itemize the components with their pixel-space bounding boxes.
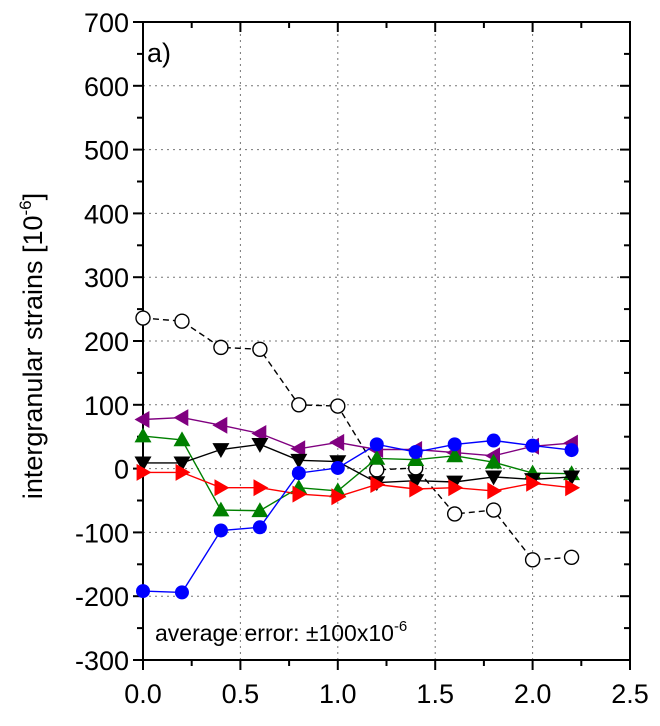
data-point <box>448 479 464 497</box>
data-point <box>212 443 230 458</box>
data-point <box>369 437 384 452</box>
data-point <box>565 479 581 497</box>
series-group <box>134 310 581 600</box>
data-point <box>368 449 386 465</box>
y-tick-label: 200 <box>84 327 129 357</box>
data-point <box>252 341 268 357</box>
panel-label: a) <box>147 38 171 68</box>
x-tick-label: 1.0 <box>319 679 357 709</box>
data-point <box>485 470 503 486</box>
y-tick-label: 100 <box>84 391 129 421</box>
data-point <box>329 433 345 451</box>
data-point <box>214 479 230 497</box>
data-point <box>134 456 152 472</box>
data-point <box>487 482 503 500</box>
data-point <box>369 462 385 478</box>
tick-labels: -300 -200 -100 0 100 200 300 400 500 600 700 0.0 0.5… <box>75 8 649 709</box>
data-point <box>174 585 189 600</box>
data-point <box>212 501 230 517</box>
series-open-circle <box>135 310 580 568</box>
data-point <box>290 453 308 469</box>
x-tick-label: 2.5 <box>611 679 649 709</box>
data-point <box>174 313 190 329</box>
data-point <box>526 474 542 492</box>
annotation-text: average error: ±100x10 <box>155 620 394 646</box>
data-point <box>564 443 579 458</box>
data-point <box>173 409 189 427</box>
data-point <box>251 425 267 442</box>
y-axis-title: intergranular strains [10-6] <box>16 193 48 499</box>
data-point <box>135 310 151 326</box>
data-point <box>253 479 269 497</box>
data-point <box>291 397 307 413</box>
data-point <box>134 427 152 443</box>
data-point <box>524 552 541 568</box>
series-filled-circle <box>136 433 579 600</box>
data-point <box>407 474 425 490</box>
series-line <box>143 471 572 498</box>
data-point <box>175 463 191 481</box>
data-point <box>563 549 580 565</box>
data-point <box>292 485 308 503</box>
y-tick-label: 400 <box>84 199 129 229</box>
y-tick-label: -100 <box>75 518 129 548</box>
x-tick-label: 0.0 <box>124 679 162 709</box>
data-point <box>485 453 503 469</box>
series-line <box>142 439 572 594</box>
data-point <box>330 460 345 475</box>
data-point <box>252 520 267 535</box>
series-line <box>142 416 572 457</box>
data-point <box>213 523 228 538</box>
data-point <box>173 431 191 447</box>
y-axis-title-text: intergranular strains [10 <box>18 215 48 499</box>
y-tick-label: 500 <box>84 136 129 166</box>
series-triangle-right <box>136 463 581 506</box>
data-point <box>212 416 228 434</box>
x-tick-label: 1.5 <box>416 679 454 709</box>
data-point <box>446 506 463 522</box>
data-point <box>251 502 269 518</box>
y-axis-title-exponent: -6 <box>16 200 35 215</box>
data-point <box>370 476 386 493</box>
average-error-annotation: average error: ±100x10-6 <box>155 618 407 646</box>
grid <box>143 22 630 660</box>
data-point <box>290 440 306 458</box>
series-line <box>142 317 572 561</box>
data-point <box>173 456 191 472</box>
data-point <box>563 470 581 486</box>
y-tick-label: -200 <box>75 582 129 612</box>
annotation-exponent: -6 <box>394 618 407 635</box>
y-tick-label: 0 <box>114 455 129 485</box>
data-point <box>446 447 464 463</box>
series-line <box>142 435 572 512</box>
data-point <box>136 584 150 599</box>
data-point <box>486 433 501 448</box>
data-point <box>213 339 229 356</box>
data-point <box>330 398 346 414</box>
series-line <box>143 443 572 484</box>
data-point <box>134 411 150 428</box>
data-point <box>331 488 347 506</box>
x-tick-label: 2.0 <box>514 679 552 709</box>
axis-ticks <box>133 21 631 670</box>
y-tick-label: -300 <box>75 646 129 676</box>
data-point <box>447 437 462 452</box>
data-point <box>291 466 306 481</box>
data-point <box>525 438 540 453</box>
data-point <box>408 445 423 460</box>
y-tick-label: 300 <box>84 263 129 293</box>
y-tick-label: 600 <box>84 72 129 102</box>
y-axis-title-close: ] <box>18 193 48 201</box>
data-point <box>136 463 152 481</box>
y-tick-label: 700 <box>84 8 129 38</box>
data-point <box>409 480 425 498</box>
data-point <box>485 502 502 518</box>
x-tick-label: 0.5 <box>222 679 260 709</box>
data-point <box>251 438 269 453</box>
